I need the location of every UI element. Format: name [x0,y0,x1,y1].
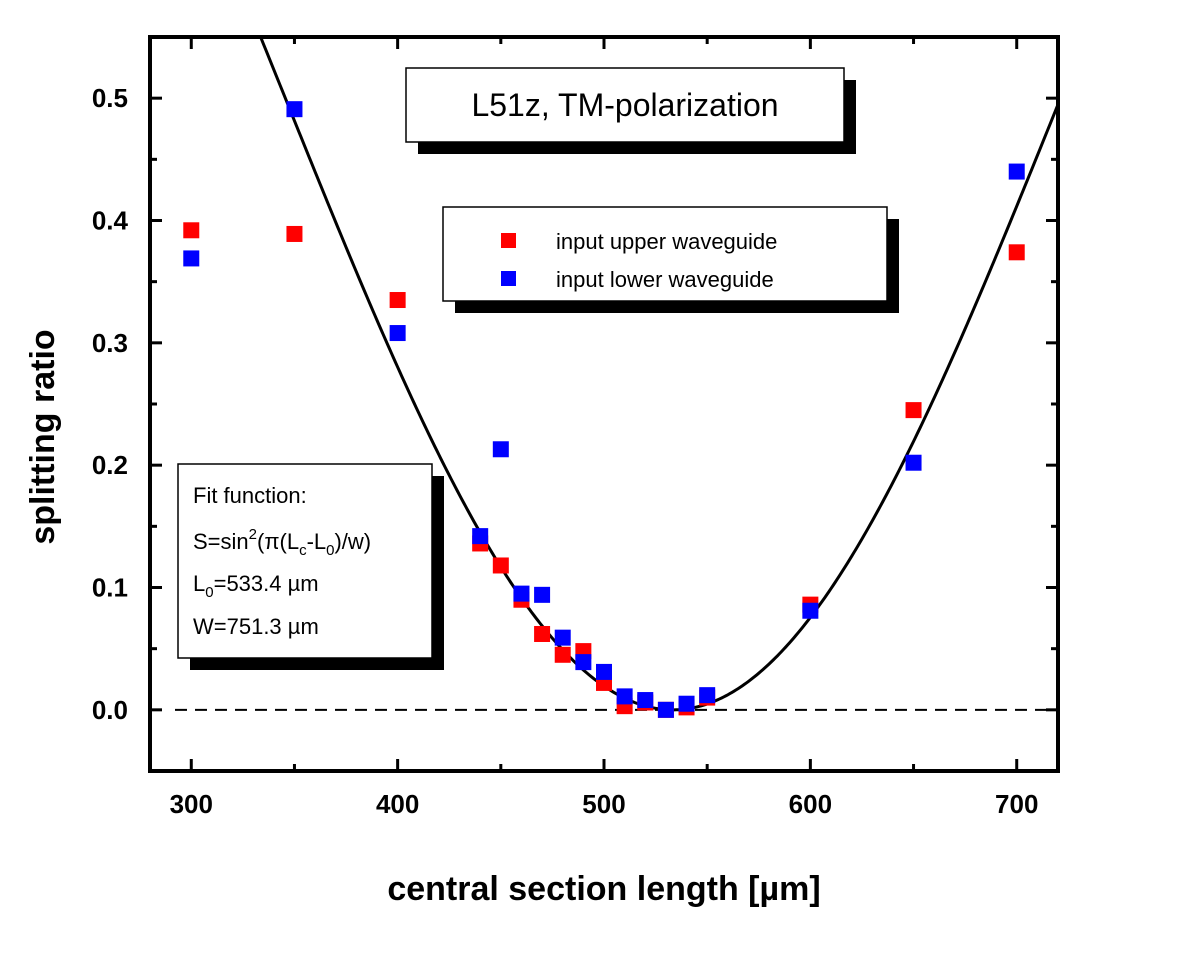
x-axis-title: central section length [µm] [387,870,820,908]
point-upper-waveguide [905,402,922,419]
fit-box-formula: S=sin2(π(Lc-L0)/w) [193,526,371,559]
y-tick-label: 0.0 [92,695,128,725]
y-tick-label: 0.3 [92,328,128,358]
fit-function-box: Fit function: S=sin2(π(Lc-L0)/w) L0=533.… [177,463,444,670]
y-axis-title: splitting ratio [24,329,62,544]
point-upper-waveguide [1008,244,1025,261]
point-lower-waveguide [596,663,612,680]
chart-title: L51z, TM-polarization [471,87,778,123]
point-lower-waveguide [1008,163,1025,180]
point-lower-waveguide [513,585,530,602]
legend-swatch-lower [501,271,516,286]
point-lower-waveguide [492,441,509,458]
point-lower-waveguide [554,629,571,646]
fit-box-w: W=751.3 µm [193,614,319,639]
point-lower-waveguide [472,528,489,545]
y-tick-label: 0.1 [92,573,128,603]
point-lower-waveguide [616,688,633,705]
x-tick-label: 300 [170,789,213,819]
x-tick-label: 700 [995,789,1038,819]
data-points [183,101,1025,718]
y-tick-labels: 0.0 0.1 0.2 0.3 0.4 0.5 [92,83,129,725]
legend: input upper waveguide input lower wavegu… [442,206,899,313]
title-box: L51z, TM-polarization [405,67,856,154]
x-tick-labels: 300 400 500 600 700 [170,789,1039,819]
point-lower-waveguide [534,586,551,603]
point-lower-waveguide [678,695,695,712]
fit-box-heading: Fit function: [193,483,307,508]
legend-label-lower: input lower waveguide [556,267,774,292]
point-lower-waveguide [802,602,819,619]
point-lower-waveguide [575,654,592,671]
point-upper-waveguide [492,557,509,574]
legend-swatch-upper [501,233,516,248]
point-lower-waveguide [389,325,406,342]
point-lower-waveguide [905,454,922,471]
point-upper-waveguide [286,225,303,242]
x-tick-label: 500 [582,789,625,819]
y-tick-label: 0.5 [92,83,128,113]
point-upper-waveguide [183,222,200,239]
point-lower-waveguide [699,687,716,704]
y-tick-label: 0.2 [92,450,128,480]
axis-ticks [150,35,1058,771]
legend-label-upper: input upper waveguide [556,229,777,254]
fit-box-l0: L0=533.4 µm [193,571,319,601]
point-lower-waveguide [183,250,200,267]
x-tick-label: 600 [789,789,832,819]
x-tick-label: 400 [376,789,419,819]
point-upper-waveguide [534,625,551,642]
point-lower-waveguide [286,101,303,118]
point-lower-waveguide [637,692,654,709]
point-upper-waveguide [389,292,406,309]
point-lower-waveguide [657,701,674,718]
y-tick-label: 0.4 [92,206,129,236]
point-upper-waveguide [554,646,571,663]
